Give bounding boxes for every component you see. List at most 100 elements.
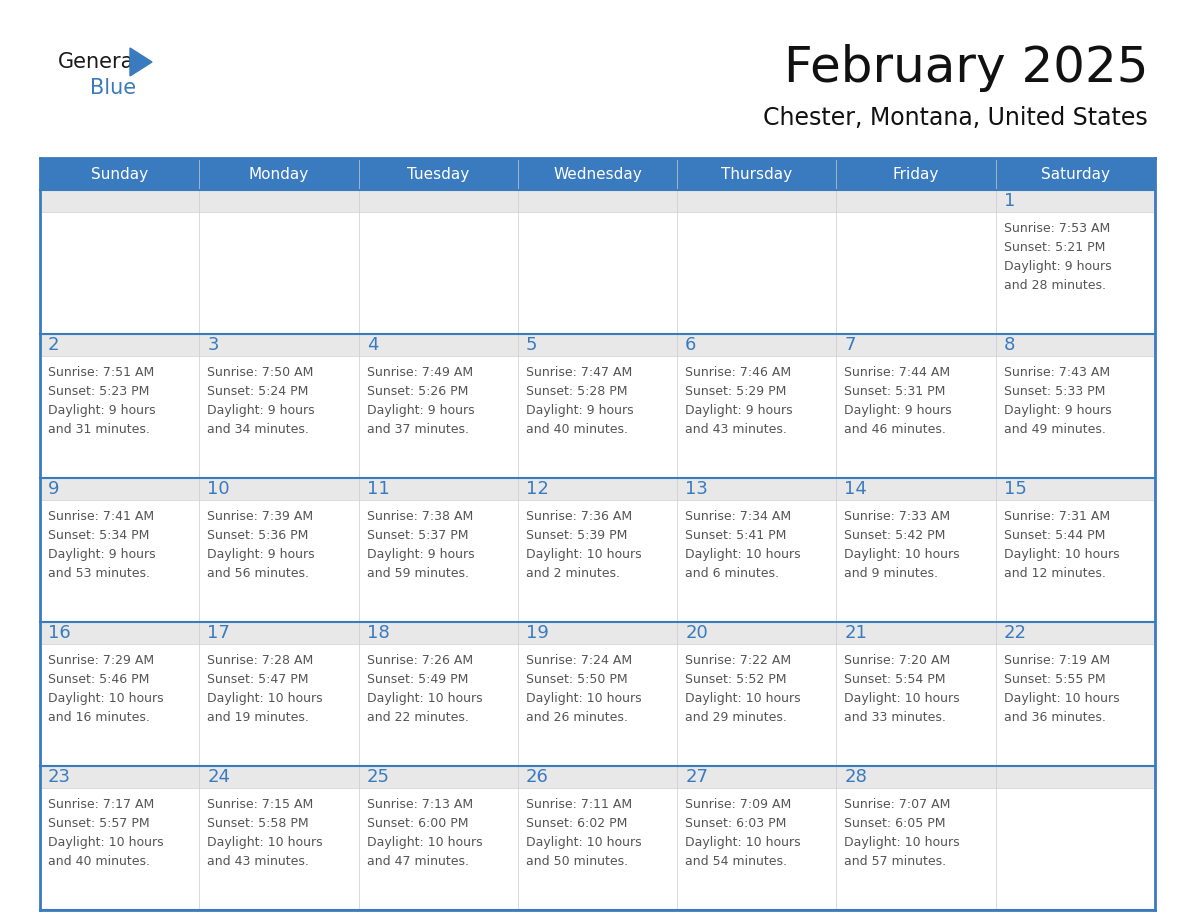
Text: Sunrise: 7:29 AM: Sunrise: 7:29 AM (48, 654, 154, 667)
Text: Sunset: 5:24 PM: Sunset: 5:24 PM (207, 385, 309, 398)
Bar (40, 622, 200, 766)
Bar (200, 766, 359, 788)
Bar (40, 334, 200, 356)
Text: Sunrise: 7:22 AM: Sunrise: 7:22 AM (685, 654, 791, 667)
Bar (359, 622, 518, 766)
Bar (996, 478, 1155, 622)
Text: Daylight: 10 hours: Daylight: 10 hours (685, 692, 801, 705)
Text: Thursday: Thursday (721, 166, 792, 182)
Text: and 57 minutes.: and 57 minutes. (845, 855, 947, 868)
Text: Sunrise: 7:49 AM: Sunrise: 7:49 AM (367, 366, 473, 379)
Text: and 46 minutes.: and 46 minutes. (845, 423, 947, 436)
Text: General: General (58, 52, 140, 72)
Text: Sunrise: 7:47 AM: Sunrise: 7:47 AM (526, 366, 632, 379)
Text: Sunrise: 7:15 AM: Sunrise: 7:15 AM (207, 798, 314, 811)
Bar (200, 622, 359, 766)
Text: Daylight: 9 hours: Daylight: 9 hours (1004, 260, 1111, 273)
Text: Tuesday: Tuesday (407, 166, 469, 182)
Bar (836, 190, 996, 212)
Bar (518, 478, 677, 622)
Text: Daylight: 10 hours: Daylight: 10 hours (526, 548, 642, 561)
Text: Daylight: 10 hours: Daylight: 10 hours (845, 692, 960, 705)
Text: Daylight: 10 hours: Daylight: 10 hours (845, 836, 960, 849)
Bar (836, 158, 996, 190)
Text: Sunset: 5:42 PM: Sunset: 5:42 PM (845, 529, 946, 542)
Text: Sunrise: 7:09 AM: Sunrise: 7:09 AM (685, 798, 791, 811)
Bar (200, 190, 359, 334)
Text: Blue: Blue (90, 78, 137, 98)
Text: Daylight: 9 hours: Daylight: 9 hours (526, 404, 633, 417)
Bar (40, 190, 200, 334)
Text: Sunrise: 7:24 AM: Sunrise: 7:24 AM (526, 654, 632, 667)
Bar (996, 158, 1155, 190)
Text: Daylight: 10 hours: Daylight: 10 hours (845, 548, 960, 561)
Bar (677, 334, 836, 356)
Bar (677, 766, 836, 910)
Text: and 12 minutes.: and 12 minutes. (1004, 567, 1106, 580)
Text: Daylight: 9 hours: Daylight: 9 hours (207, 548, 315, 561)
Text: and 16 minutes.: and 16 minutes. (48, 711, 150, 724)
Bar (200, 190, 359, 212)
Bar (836, 766, 996, 910)
Text: and 26 minutes.: and 26 minutes. (526, 711, 627, 724)
Bar (996, 190, 1155, 212)
Text: Sunset: 5:41 PM: Sunset: 5:41 PM (685, 529, 786, 542)
Bar (996, 766, 1155, 788)
Bar (200, 478, 359, 500)
Text: 6: 6 (685, 336, 696, 354)
Text: Daylight: 10 hours: Daylight: 10 hours (207, 836, 323, 849)
Text: Saturday: Saturday (1041, 166, 1110, 182)
Text: Sunrise: 7:44 AM: Sunrise: 7:44 AM (845, 366, 950, 379)
Text: 28: 28 (845, 768, 867, 786)
Bar (359, 766, 518, 910)
Text: Daylight: 10 hours: Daylight: 10 hours (526, 836, 642, 849)
Text: Sunrise: 7:20 AM: Sunrise: 7:20 AM (845, 654, 950, 667)
Bar (518, 622, 677, 766)
Bar (518, 622, 677, 644)
Text: and 49 minutes.: and 49 minutes. (1004, 423, 1106, 436)
Bar (200, 766, 359, 910)
Text: Sunrise: 7:26 AM: Sunrise: 7:26 AM (367, 654, 473, 667)
Text: Sunset: 5:21 PM: Sunset: 5:21 PM (1004, 241, 1105, 254)
Text: and 33 minutes.: and 33 minutes. (845, 711, 947, 724)
Bar (996, 478, 1155, 500)
Bar (200, 334, 359, 356)
Text: 17: 17 (207, 624, 230, 642)
Text: Sunset: 6:05 PM: Sunset: 6:05 PM (845, 817, 946, 830)
Text: Daylight: 9 hours: Daylight: 9 hours (845, 404, 952, 417)
Text: Sunset: 6:00 PM: Sunset: 6:00 PM (367, 817, 468, 830)
Bar (996, 334, 1155, 478)
Bar (200, 478, 359, 622)
Text: and 56 minutes.: and 56 minutes. (207, 567, 309, 580)
Text: 16: 16 (48, 624, 71, 642)
Text: Sunset: 5:33 PM: Sunset: 5:33 PM (1004, 385, 1105, 398)
Text: and 2 minutes.: and 2 minutes. (526, 567, 620, 580)
Bar (836, 622, 996, 766)
Bar (677, 622, 836, 766)
Text: Sunrise: 7:19 AM: Sunrise: 7:19 AM (1004, 654, 1110, 667)
Text: Daylight: 10 hours: Daylight: 10 hours (367, 836, 482, 849)
Text: Wednesday: Wednesday (554, 166, 642, 182)
Text: Daylight: 9 hours: Daylight: 9 hours (207, 404, 315, 417)
Text: 8: 8 (1004, 336, 1015, 354)
Text: and 37 minutes.: and 37 minutes. (367, 423, 468, 436)
Bar (677, 766, 836, 788)
Text: Sunset: 5:28 PM: Sunset: 5:28 PM (526, 385, 627, 398)
Text: and 40 minutes.: and 40 minutes. (48, 855, 150, 868)
Text: 27: 27 (685, 768, 708, 786)
Text: and 43 minutes.: and 43 minutes. (207, 855, 309, 868)
Text: Sunset: 5:54 PM: Sunset: 5:54 PM (845, 673, 946, 686)
Bar (836, 190, 996, 334)
Text: Sunset: 6:02 PM: Sunset: 6:02 PM (526, 817, 627, 830)
Text: 11: 11 (367, 480, 390, 498)
Bar (677, 478, 836, 500)
Text: 24: 24 (207, 768, 230, 786)
Text: and 22 minutes.: and 22 minutes. (367, 711, 468, 724)
Bar (677, 190, 836, 334)
Text: Sunset: 5:34 PM: Sunset: 5:34 PM (48, 529, 150, 542)
Text: and 53 minutes.: and 53 minutes. (48, 567, 150, 580)
Text: 19: 19 (526, 624, 549, 642)
Polygon shape (129, 48, 152, 76)
Text: Daylight: 9 hours: Daylight: 9 hours (48, 548, 156, 561)
Text: Sunrise: 7:17 AM: Sunrise: 7:17 AM (48, 798, 154, 811)
